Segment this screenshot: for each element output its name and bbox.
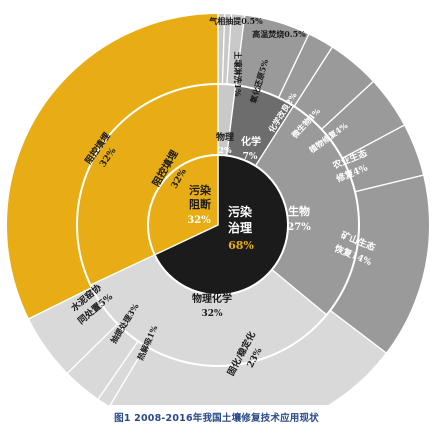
label-physicochemical: 物理化学 [192, 292, 232, 305]
label-physicochemical-pct: 32% [201, 309, 223, 319]
label-chemical-pct: 7% [243, 152, 258, 162]
label-biological: 生物 [288, 204, 310, 218]
ring-border-2 [5, 12, 431, 405]
label-physical: 物理 [216, 131, 234, 143]
label-soil-vapor-extraction: 气相抽提0.5% [208, 16, 263, 26]
figure-caption: 图1 2008-2016年我国土壤修复技术应用现状 [114, 413, 319, 424]
label-physical-pct: 2% [218, 145, 232, 155]
label-pollution-blocking: 污染 [189, 183, 212, 197]
sunburst-chart: 污染 治理 68% 污染 阻断 32% 物理 2% 化学 7% 生物 27% 物… [5, 12, 431, 405]
label-pollution-treatment-2: 治理 [228, 220, 252, 235]
ring-border-1 [76, 83, 360, 367]
ring-border-0 [147, 154, 289, 296]
label-pollution-blocking-pct: 32% [187, 215, 211, 226]
label-high-temp-incineration: 高温焚烧0.5% [252, 29, 306, 39]
label-biological-pct: 27% [287, 222, 311, 233]
label-soil-washing: 土壤淋洗1% [233, 51, 243, 97]
label-pollution-treatment-pct: 68% [228, 239, 254, 252]
label-chemical: 化学 [241, 135, 261, 148]
label-pollution-blocking-2: 阻断 [189, 197, 211, 211]
label-pollution-treatment: 污染 [228, 204, 253, 219]
